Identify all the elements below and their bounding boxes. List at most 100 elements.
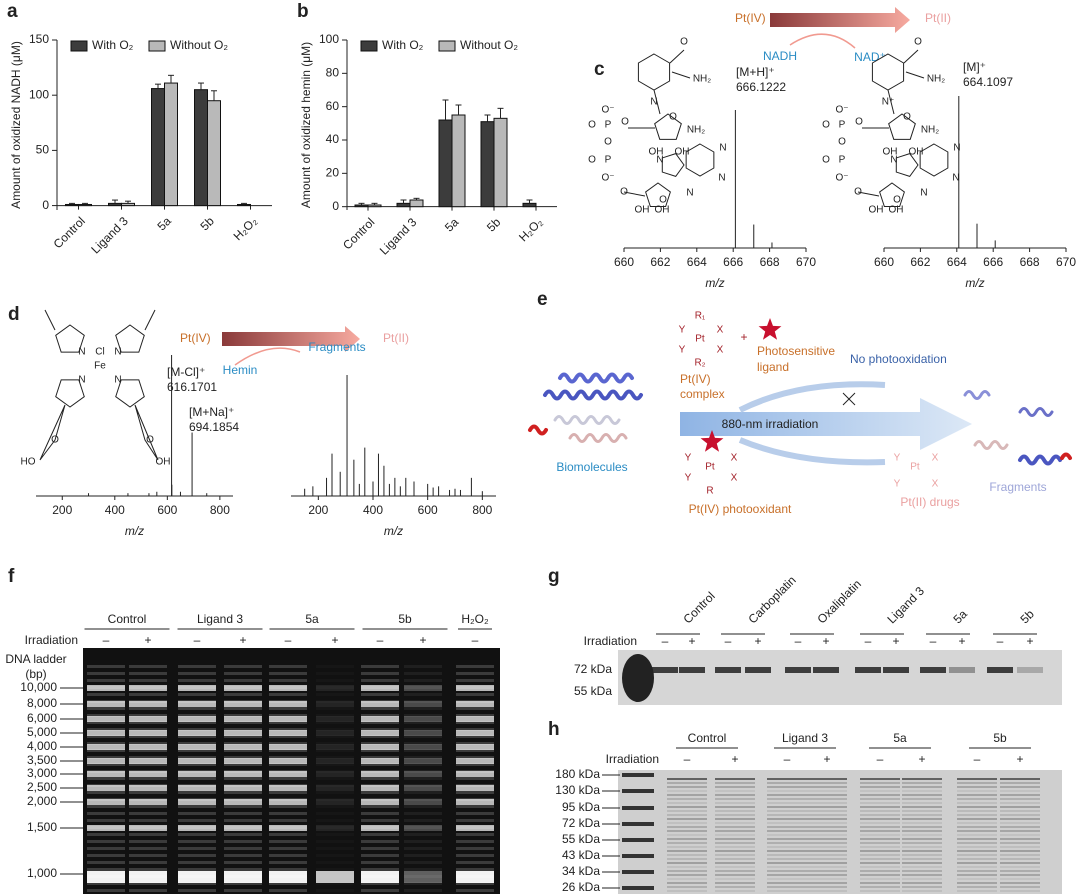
atom: OH	[156, 457, 171, 468]
cross	[842, 392, 856, 406]
band	[860, 826, 900, 828]
atom: O⁻	[601, 173, 614, 184]
band	[269, 771, 307, 777]
band	[767, 890, 807, 892]
band	[456, 799, 494, 805]
band	[667, 810, 707, 812]
bar	[451, 114, 466, 208]
sign: –	[784, 752, 791, 766]
band	[667, 834, 707, 836]
band	[316, 685, 354, 691]
band	[715, 854, 755, 856]
band	[269, 871, 307, 883]
band	[456, 665, 494, 668]
band	[361, 861, 399, 864]
atom: Pt	[705, 462, 715, 473]
marker-label: 34 kDa	[562, 864, 600, 878]
x-tick-label: 668	[760, 255, 780, 269]
ladder-label: 3,000	[27, 766, 57, 780]
band	[178, 693, 216, 696]
band	[224, 833, 262, 836]
band	[224, 721, 262, 724]
atom: Pt	[695, 334, 705, 345]
biomolecules-label: Biomolecules	[556, 460, 627, 474]
band	[316, 854, 354, 857]
band	[224, 771, 262, 777]
band	[361, 714, 399, 717]
band	[129, 785, 167, 791]
band	[404, 833, 442, 836]
band	[129, 812, 167, 815]
band	[1000, 806, 1040, 808]
protein	[963, 390, 991, 400]
band	[178, 825, 216, 831]
band	[1000, 818, 1040, 820]
bond	[623, 191, 646, 197]
ladder-label: 6,000	[27, 711, 57, 725]
ladder-blob	[622, 654, 654, 702]
band	[269, 742, 307, 745]
sign: –	[974, 752, 981, 766]
band	[860, 798, 900, 800]
atom: Pt	[910, 462, 920, 473]
atom: Y	[679, 325, 686, 336]
ladder-band	[622, 886, 654, 890]
band	[1000, 830, 1040, 832]
band	[87, 749, 125, 752]
band	[269, 728, 307, 731]
bar	[367, 204, 382, 208]
band	[361, 679, 399, 682]
band	[404, 791, 442, 794]
bar	[65, 203, 79, 207]
band	[957, 842, 997, 844]
band	[1000, 826, 1040, 828]
band	[87, 847, 125, 850]
ring	[55, 379, 85, 408]
bar	[207, 100, 221, 207]
sign: –	[103, 633, 110, 647]
band	[404, 714, 442, 717]
band	[1000, 846, 1040, 848]
band	[456, 735, 494, 738]
irradiation-label: Irradiation	[606, 752, 659, 766]
band	[129, 847, 167, 850]
band	[404, 735, 442, 738]
atom: OH	[869, 205, 884, 216]
band	[404, 819, 442, 822]
atom: O	[604, 137, 612, 148]
band	[807, 790, 847, 792]
band	[87, 777, 125, 780]
atom: Y	[894, 453, 901, 464]
band	[178, 714, 216, 717]
band	[178, 735, 216, 738]
ring	[879, 182, 905, 208]
band	[404, 707, 442, 710]
band	[767, 798, 807, 800]
band	[1000, 834, 1040, 836]
band	[807, 838, 847, 840]
band	[404, 868, 442, 871]
x-tick-label: 670	[796, 255, 816, 269]
band	[957, 798, 997, 800]
bond	[905, 71, 925, 79]
band	[860, 802, 900, 804]
band	[269, 758, 307, 764]
y-tick-label: 40	[326, 132, 340, 146]
panel-label: a	[7, 1, 18, 22]
band	[129, 805, 167, 808]
band	[745, 667, 771, 673]
band	[667, 866, 707, 868]
atom: Y	[894, 479, 901, 490]
band	[957, 806, 997, 808]
band	[224, 825, 262, 831]
band	[178, 871, 216, 883]
band	[456, 833, 494, 836]
band	[361, 777, 399, 780]
ladder-label: 5,000	[27, 725, 57, 739]
band	[316, 833, 354, 836]
bar	[396, 202, 411, 208]
band	[667, 778, 707, 780]
band	[404, 798, 442, 801]
band	[807, 782, 847, 784]
band	[456, 861, 494, 864]
